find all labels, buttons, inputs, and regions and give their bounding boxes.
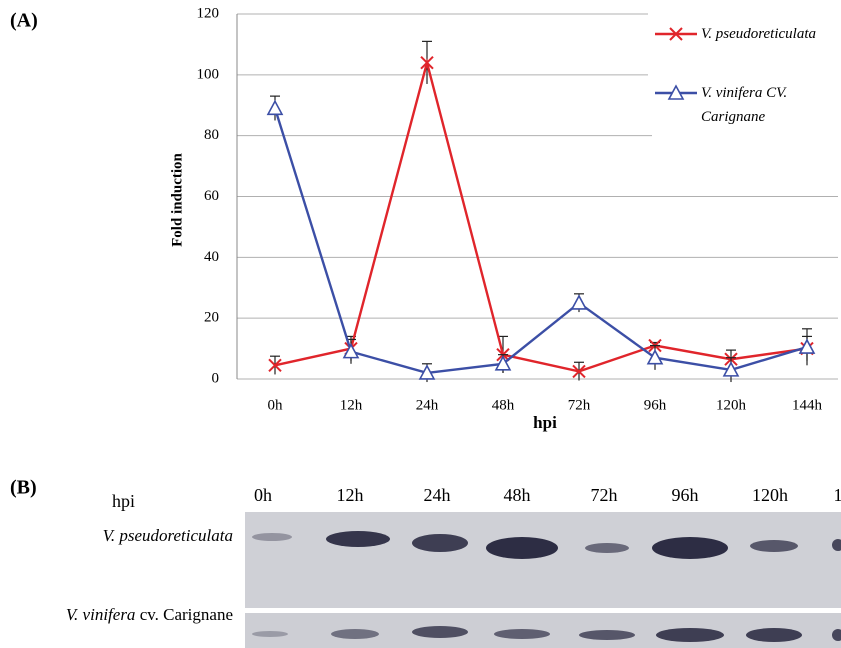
y-axis-title: Fold induction [169,152,185,246]
blot-row-label: V. pseudoreticulata [103,526,233,545]
marker [572,296,586,309]
y-tick-label: 120 [197,5,220,21]
panel-label: (A) [10,10,38,32]
marker [648,351,662,364]
blot-membrane [245,512,841,608]
lane-label: 120h [752,485,788,505]
lane-label: 48h [504,485,531,505]
legend-label: V. pseudoreticulata [701,22,839,46]
band [331,629,379,639]
y-tick-label: 20 [204,310,219,326]
x-tick-label: 12h [340,397,363,413]
y-tick-label: 40 [204,249,219,265]
marker [344,345,358,358]
blot-membrane [245,613,841,648]
marker [800,340,814,353]
marker [268,101,282,114]
band [412,626,468,638]
band [252,533,292,541]
y-tick-label: 80 [204,127,219,143]
x-tick-label: 144h [792,397,823,413]
legend-label: V. vinifera CV. Carignane [701,81,839,129]
band [652,537,728,559]
band [585,543,629,553]
page: {"chart_data": {"type": "line", "categor… [0,0,841,648]
x-tick-label: 120h [716,397,747,413]
x-tick-label: 72h [568,397,591,413]
band [252,631,288,637]
y-tick-label: 100 [197,66,220,82]
y-tick-label: 60 [204,188,219,204]
band [746,628,802,642]
band [750,540,798,552]
lane-label: 24h [424,485,451,505]
band [656,628,724,642]
lane-label: 96h [672,485,699,505]
x-tick-label: 0h [268,397,284,413]
band [579,630,635,640]
band [412,534,468,552]
lane-label: 72h [591,485,618,505]
x-tick-label: 96h [644,397,667,413]
x-tick-label: 48h [492,397,515,413]
blot-row-label: V. vinifera cv. Carignane [66,605,233,624]
lane-label: 12h [337,485,364,505]
x-tick-label: 24h [416,397,439,413]
band [494,629,550,639]
band [486,537,558,559]
lane-label: 1 [834,485,841,505]
x-axis-title: hpi [533,413,557,432]
series [268,96,814,382]
italic-part: V. vinifera [66,605,136,624]
plain-part: cv. Carignane [135,605,233,624]
panel-label: (B) [10,477,37,499]
y-tick-label: 0 [212,370,220,386]
lane-label: 0h [254,485,272,505]
blot-header: hpi [112,491,135,511]
lane-labels: 0h 12h 24h 48h 72h 96h 120h 1 [254,485,841,505]
band [326,531,390,547]
